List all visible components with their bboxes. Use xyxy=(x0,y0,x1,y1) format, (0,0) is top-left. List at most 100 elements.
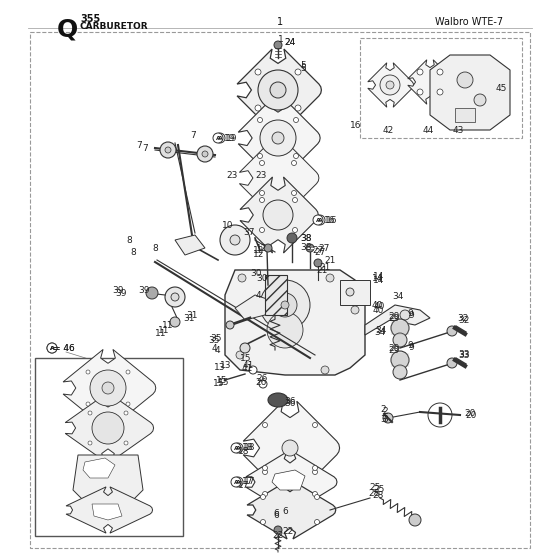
Text: 9: 9 xyxy=(408,343,414,352)
Polygon shape xyxy=(239,139,319,217)
Polygon shape xyxy=(237,49,321,131)
Circle shape xyxy=(314,259,322,267)
Text: 8: 8 xyxy=(152,244,158,253)
Circle shape xyxy=(292,227,297,232)
Circle shape xyxy=(258,70,298,110)
Circle shape xyxy=(260,520,265,525)
Polygon shape xyxy=(430,55,510,130)
Text: 13: 13 xyxy=(214,362,226,371)
Circle shape xyxy=(249,366,257,374)
Text: 9: 9 xyxy=(408,310,414,320)
Text: 18: 18 xyxy=(244,444,256,452)
Bar xyxy=(360,38,522,138)
Text: 36: 36 xyxy=(284,399,296,408)
Circle shape xyxy=(240,343,250,353)
Text: 45: 45 xyxy=(496,83,507,92)
Text: 7: 7 xyxy=(190,130,196,139)
Circle shape xyxy=(170,317,180,327)
Text: 26: 26 xyxy=(256,374,267,382)
Circle shape xyxy=(351,306,359,314)
Text: 15: 15 xyxy=(218,377,230,386)
Circle shape xyxy=(47,343,57,353)
Circle shape xyxy=(293,118,298,123)
Text: 12: 12 xyxy=(253,245,264,254)
Text: Walbro WTE-7: Walbro WTE-7 xyxy=(435,17,503,27)
Text: 7: 7 xyxy=(136,141,142,150)
Circle shape xyxy=(259,227,264,232)
Text: 22: 22 xyxy=(272,530,283,539)
Text: 14: 14 xyxy=(373,276,384,284)
Polygon shape xyxy=(247,481,336,539)
Text: 28: 28 xyxy=(368,489,379,498)
Text: A: A xyxy=(234,446,239,450)
Circle shape xyxy=(259,190,264,195)
Circle shape xyxy=(274,526,282,534)
Text: 40: 40 xyxy=(373,306,384,315)
Circle shape xyxy=(312,492,318,497)
Text: 35: 35 xyxy=(208,335,220,344)
Circle shape xyxy=(165,147,171,153)
Circle shape xyxy=(263,465,268,470)
Circle shape xyxy=(165,287,185,307)
Text: 6: 6 xyxy=(273,508,279,517)
Circle shape xyxy=(220,225,250,255)
Text: 6: 6 xyxy=(273,511,279,520)
Circle shape xyxy=(197,146,213,162)
Text: 17: 17 xyxy=(238,480,250,489)
Circle shape xyxy=(267,312,303,348)
Text: 22: 22 xyxy=(282,528,293,536)
Polygon shape xyxy=(408,60,454,104)
Text: 30: 30 xyxy=(250,268,262,278)
Text: 39: 39 xyxy=(112,286,124,295)
Text: 4: 4 xyxy=(215,346,221,354)
Circle shape xyxy=(259,161,264,166)
Circle shape xyxy=(124,441,128,445)
Bar xyxy=(455,108,475,122)
Circle shape xyxy=(263,422,268,427)
Circle shape xyxy=(213,133,223,143)
Circle shape xyxy=(393,365,407,379)
Text: 15: 15 xyxy=(213,379,225,388)
Circle shape xyxy=(306,244,314,252)
Circle shape xyxy=(88,441,92,445)
Text: 21: 21 xyxy=(319,263,330,272)
Circle shape xyxy=(259,380,267,388)
Text: 31: 31 xyxy=(186,310,198,320)
Text: 4: 4 xyxy=(212,343,218,352)
Circle shape xyxy=(236,351,244,359)
Text: 40: 40 xyxy=(372,301,384,310)
Text: 39: 39 xyxy=(115,288,127,297)
Circle shape xyxy=(386,81,394,89)
Text: 17: 17 xyxy=(244,478,256,487)
Polygon shape xyxy=(340,280,370,305)
Circle shape xyxy=(393,333,407,347)
Circle shape xyxy=(417,69,423,75)
Circle shape xyxy=(260,120,296,156)
Text: 27: 27 xyxy=(314,248,325,256)
Circle shape xyxy=(238,274,246,282)
Text: 2: 2 xyxy=(380,405,386,414)
Text: 4: 4 xyxy=(256,291,262,300)
Text: 24: 24 xyxy=(284,38,295,46)
Text: 9: 9 xyxy=(407,340,413,349)
Bar xyxy=(265,275,287,315)
Circle shape xyxy=(315,520,320,525)
Text: A: A xyxy=(50,346,54,351)
Text: 1: 1 xyxy=(278,35,284,44)
Text: 23: 23 xyxy=(226,170,237,180)
Circle shape xyxy=(124,411,128,415)
Text: 38: 38 xyxy=(300,242,311,251)
Ellipse shape xyxy=(268,393,288,407)
Text: 33: 33 xyxy=(458,349,469,358)
Text: A: A xyxy=(316,217,320,222)
Text: 38: 38 xyxy=(300,234,311,242)
Circle shape xyxy=(202,151,208,157)
Circle shape xyxy=(126,402,130,406)
Text: 12: 12 xyxy=(253,250,264,259)
Polygon shape xyxy=(243,401,339,495)
Polygon shape xyxy=(73,455,143,500)
Circle shape xyxy=(312,469,318,474)
Text: 27: 27 xyxy=(318,244,329,253)
Circle shape xyxy=(215,133,225,143)
Text: = 46: = 46 xyxy=(53,343,75,352)
